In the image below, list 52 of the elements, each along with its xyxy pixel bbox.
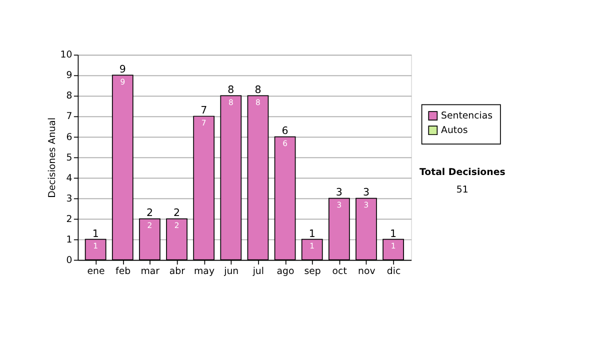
y-tick-label: 6 — [66, 132, 72, 143]
y-tick-label: 5 — [66, 152, 72, 164]
legend-label: Autos — [441, 124, 468, 136]
y-tick-label: 8 — [66, 90, 72, 102]
y-tick-label: 2 — [66, 214, 72, 225]
data-label: 3 — [336, 186, 342, 199]
x-tick-label: jul — [252, 266, 264, 277]
x-tick-label: feb — [116, 266, 131, 277]
data-label: 2 — [146, 207, 153, 220]
annotation: 1 — [390, 242, 396, 251]
x-tick-label: nov — [358, 266, 376, 277]
annotation: 3 — [364, 200, 369, 210]
annotation: 1 — [93, 242, 98, 251]
y-axis-title: Decisiones Anual — [47, 118, 58, 198]
data-label: 2 — [174, 207, 180, 220]
annotation: 2 — [147, 221, 152, 230]
x-tick-label: may — [194, 266, 215, 277]
x-tick-label: oct — [332, 266, 348, 277]
annotation: 3 — [336, 200, 342, 210]
text: 51 — [456, 184, 468, 196]
x-tick-label: abr — [169, 266, 186, 277]
x-tick-label: ago — [276, 266, 294, 277]
x-tick-label: mar — [140, 266, 160, 277]
annotation: 7 — [201, 118, 206, 128]
text: Total Decisiones — [420, 167, 506, 178]
annotation: 8 — [256, 98, 261, 108]
annotation: 9 — [120, 78, 126, 87]
annotation: 8 — [228, 98, 234, 108]
data-label: 9 — [119, 64, 126, 76]
legend-label: Sentencias — [441, 110, 493, 122]
y-tick-label: 4 — [66, 172, 72, 184]
x-tick-label: dic — [386, 266, 401, 277]
y-tick-label: 0 — [66, 254, 72, 266]
y-tick-label: 7 — [66, 111, 72, 122]
y-tick-label: 9 — [66, 70, 72, 82]
data-label: 1 — [308, 228, 316, 240]
annotation: 1 — [310, 242, 315, 251]
y-tick-label: 1 — [66, 234, 72, 246]
data-label: 1 — [390, 228, 397, 240]
data-label: 3 — [362, 186, 370, 199]
x-tick-label: sep — [304, 266, 321, 277]
data-label: 1 — [92, 228, 99, 240]
data-label: 8 — [254, 84, 262, 96]
data-label: 6 — [282, 125, 288, 138]
y-tick-label: 10 — [60, 50, 72, 61]
data-label: 7 — [200, 104, 208, 117]
x-tick-label: jun — [223, 266, 239, 277]
x-tick-label: ene — [87, 266, 105, 277]
annotation: 2 — [174, 221, 180, 230]
annotation: 6 — [282, 139, 288, 148]
data-label: 8 — [228, 84, 234, 96]
y-tick-label: 3 — [66, 193, 72, 204]
